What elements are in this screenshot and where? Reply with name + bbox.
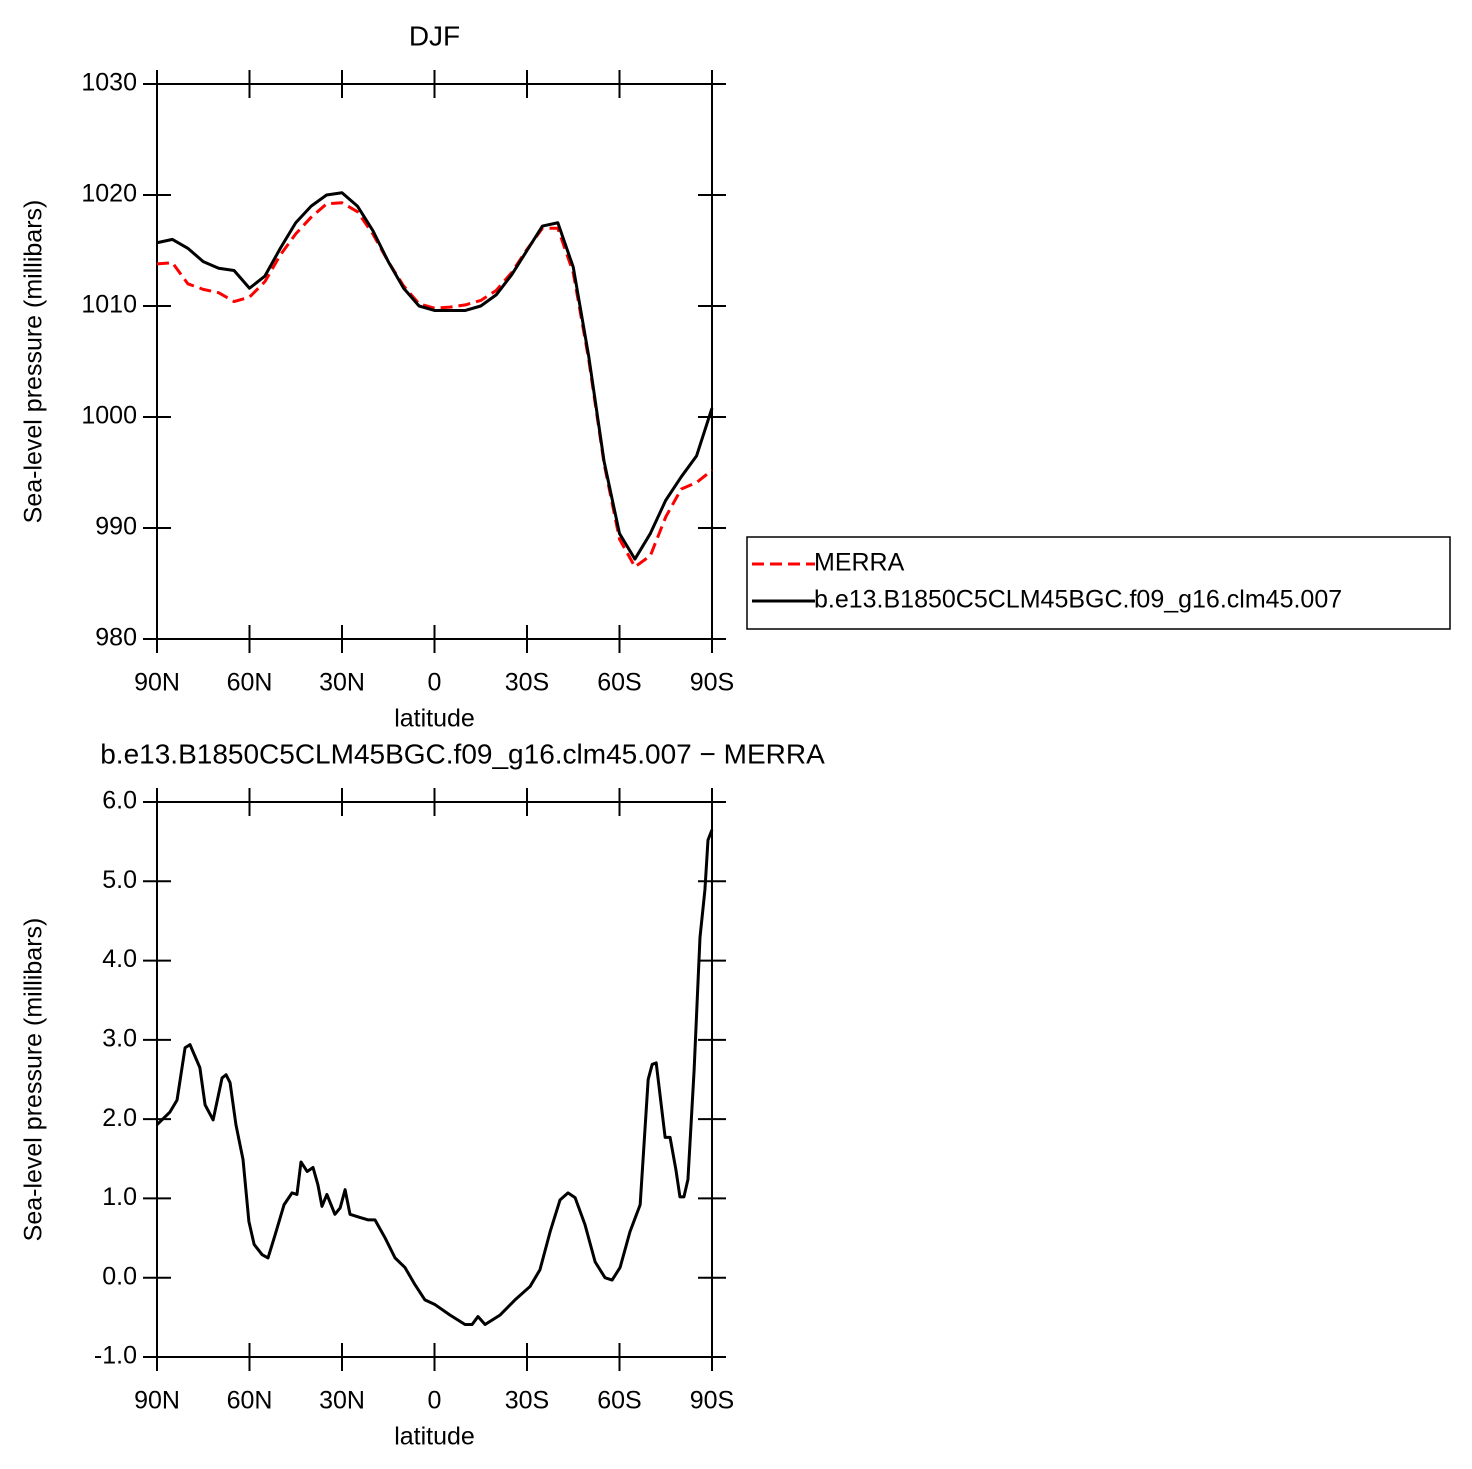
x-tick-label: 30N xyxy=(319,669,365,697)
y-tick-label: 4.0 xyxy=(102,945,137,973)
x-tick-label: 30S xyxy=(505,1387,549,1415)
y-tick-label: 6.0 xyxy=(102,787,137,815)
x-tick-label: 60S xyxy=(597,1387,641,1415)
y-tick-label: 0.0 xyxy=(102,1262,137,1290)
y-tick-label: 5.0 xyxy=(102,866,137,894)
x-axis-label: latitude xyxy=(394,1423,475,1451)
y-tick-label: 1000 xyxy=(81,402,137,430)
x-tick-label: 30S xyxy=(505,669,549,697)
x-tick-label: 60N xyxy=(227,1387,273,1415)
data-line xyxy=(156,191,714,561)
y-tick-label: 3.0 xyxy=(102,1024,137,1052)
plot-frame xyxy=(156,83,713,640)
x-tick-label: 0 xyxy=(428,1387,442,1415)
y-axis-label: Sea-level pressure (millibars) xyxy=(20,200,48,524)
x-tick-label: 90N xyxy=(134,1387,180,1415)
legend-box xyxy=(746,536,1451,630)
chart-title: DJF xyxy=(409,20,460,51)
x-tick-label: 60S xyxy=(597,669,641,697)
x-tick-label: 30N xyxy=(319,1387,365,1415)
y-tick-label: 1.0 xyxy=(102,1183,137,1211)
x-tick-label: 90N xyxy=(134,669,180,697)
y-tick-label: 990 xyxy=(95,513,137,541)
y-tick-label: 1030 xyxy=(81,69,137,97)
data-line xyxy=(156,201,713,569)
x-tick-label: 0 xyxy=(428,669,442,697)
y-tick-label: 980 xyxy=(95,624,137,652)
y-axis-label: Sea-level pressure (millibars) xyxy=(20,918,48,1242)
plot-frame xyxy=(156,801,713,1358)
x-tick-label: 60N xyxy=(227,669,273,697)
y-tick-label: 1020 xyxy=(81,180,137,208)
chart-title: b.e13.B1850C5CLM45BGC.f09_g16.clm45.007 … xyxy=(100,738,825,769)
data-line xyxy=(155,829,714,1326)
y-tick-label: 2.0 xyxy=(102,1104,137,1132)
x-tick-label: 90S xyxy=(690,1387,734,1415)
y-tick-label: -1.0 xyxy=(94,1342,137,1370)
y-tick-label: 1010 xyxy=(81,291,137,319)
legend-label: b.e13.B1850C5CLM45BGC.f09_g16.clm45.007 xyxy=(814,586,1342,614)
legend-label: MERRA xyxy=(814,549,905,577)
x-axis-label: latitude xyxy=(394,705,475,733)
x-tick-label: 90S xyxy=(690,669,734,697)
